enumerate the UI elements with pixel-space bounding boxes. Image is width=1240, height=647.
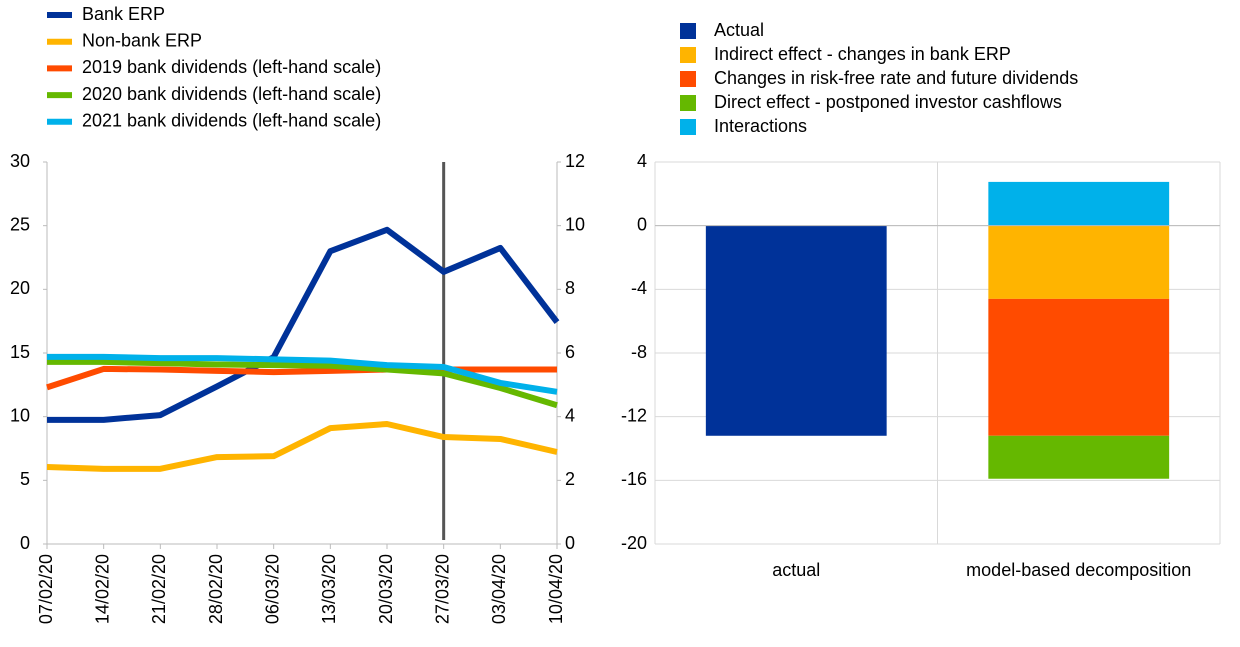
bar-segment <box>988 435 1170 479</box>
y-tick-label: 5 <box>20 469 30 489</box>
legend-label: Changes in risk-free rate and future div… <box>714 68 1078 88</box>
legend-swatch <box>680 23 696 39</box>
x-tick-label: 21/02/20 <box>149 554 169 624</box>
y-tick-label: -12 <box>621 405 647 425</box>
series-line <box>47 358 558 409</box>
y-tick-label: 30 <box>10 151 30 171</box>
x-tick-label: model-based decomposition <box>966 560 1191 580</box>
legend-swatch <box>680 47 696 63</box>
y-tick-label: 10 <box>10 405 30 425</box>
legend-label: Actual <box>714 20 764 40</box>
bar-segment <box>988 225 1170 299</box>
bar-segment <box>705 225 887 436</box>
x-tick-label: 20/03/20 <box>376 554 396 624</box>
x-tick-label: 14/02/20 <box>92 554 112 624</box>
legend-label: 2020 bank dividends (left-hand scale) <box>82 84 381 104</box>
bar-segment <box>988 181 1170 226</box>
x-tick-label: 03/04/20 <box>489 554 509 624</box>
y-tick-label: -16 <box>621 469 647 489</box>
bar-segment <box>988 298 1170 436</box>
x-tick-label: 10/04/20 <box>546 554 566 624</box>
y-tick-label: -20 <box>621 533 647 553</box>
x-tick-label: 07/02/20 <box>36 554 56 624</box>
series-line <box>47 353 558 395</box>
legend-label: Non-bank ERP <box>82 30 202 50</box>
y-tick-label: -8 <box>631 342 647 362</box>
y-tick-label: 0 <box>637 214 647 234</box>
legend-swatch <box>680 95 696 111</box>
y2-tick-label: 4 <box>565 405 575 425</box>
legend-swatch <box>680 71 696 87</box>
y-tick-label: 0 <box>20 533 30 553</box>
legend-label: 2021 bank dividends (left-hand scale) <box>82 111 381 131</box>
y2-tick-label: 2 <box>565 469 575 489</box>
y2-tick-label: 12 <box>565 151 585 171</box>
legend-label: Indirect effect - changes in bank ERP <box>714 44 1011 64</box>
x-tick-label: 28/02/20 <box>206 554 226 624</box>
series-line <box>47 226 560 423</box>
y2-tick-label: 10 <box>565 214 585 234</box>
legend-label: Direct effect - postponed investor cashf… <box>714 92 1062 112</box>
y-tick-label: 25 <box>10 214 30 234</box>
x-tick-label: 27/03/20 <box>432 554 452 624</box>
y-tick-label: 20 <box>10 278 30 298</box>
x-tick-label: 13/03/20 <box>319 554 339 624</box>
y-tick-label: 4 <box>637 151 647 171</box>
legend-label: Bank ERP <box>82 4 165 24</box>
legend-label: 2019 bank dividends (left-hand scale) <box>82 57 381 77</box>
y2-tick-label: 6 <box>565 342 575 362</box>
legend-swatch <box>680 119 696 135</box>
series-line <box>46 420 558 472</box>
x-tick-label: 06/03/20 <box>262 554 282 624</box>
x-tick-label: actual <box>772 560 820 580</box>
y2-tick-label: 0 <box>565 533 575 553</box>
y-tick-label: -4 <box>631 278 647 298</box>
legend-label: Interactions <box>714 116 807 136</box>
y2-tick-label: 8 <box>565 278 575 298</box>
series-line <box>46 365 557 391</box>
y-tick-label: 15 <box>10 342 30 362</box>
